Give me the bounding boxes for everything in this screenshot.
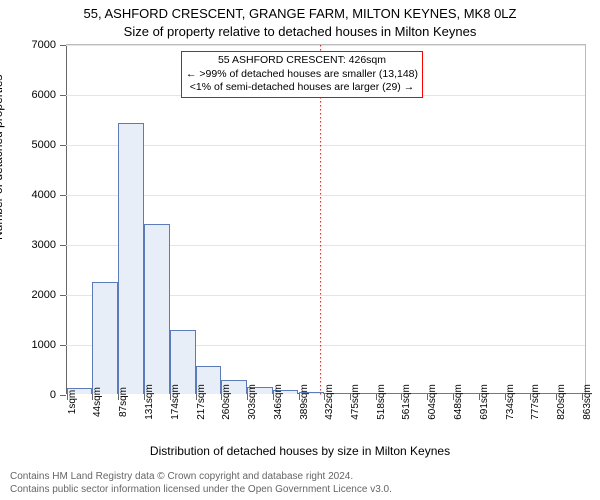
y-tick-label: 0 bbox=[50, 389, 56, 401]
y-tick-label: 1000 bbox=[32, 339, 56, 351]
annotation-box: 55 ASHFORD CRESCENT: 426sqm← >99% of det… bbox=[181, 51, 423, 98]
annotation-line: ← >99% of detached houses are smaller (1… bbox=[186, 68, 418, 82]
y-tick bbox=[60, 395, 66, 396]
y-axis-label: Number of detached properties bbox=[0, 75, 5, 240]
footer-line2: Contains public sector information licen… bbox=[10, 483, 392, 496]
footer-line1: Contains HM Land Registry data © Crown c… bbox=[10, 470, 392, 483]
y-tick-label: 2000 bbox=[32, 289, 56, 301]
y-tick-label: 7000 bbox=[32, 39, 56, 51]
annotation-line: <1% of semi-detached houses are larger (… bbox=[186, 81, 418, 95]
title-line1: 55, ASHFORD CRESCENT, GRANGE FARM, MILTO… bbox=[0, 6, 600, 21]
x-axis-label: Distribution of detached houses by size … bbox=[0, 444, 600, 458]
y-tick-label: 6000 bbox=[32, 89, 56, 101]
title-line2: Size of property relative to detached ho… bbox=[0, 24, 600, 39]
histogram-plot: 010002000300040005000600070001sqm44sqm87… bbox=[66, 44, 586, 394]
y-tick-label: 5000 bbox=[32, 139, 56, 151]
chart-container: 55, ASHFORD CRESCENT, GRANGE FARM, MILTO… bbox=[0, 0, 600, 500]
y-tick-label: 4000 bbox=[32, 189, 56, 201]
footer-credits: Contains HM Land Registry data © Crown c… bbox=[10, 470, 392, 496]
y-tick-label: 3000 bbox=[32, 239, 56, 251]
annotation-line: 55 ASHFORD CRESCENT: 426sqm bbox=[186, 54, 418, 68]
